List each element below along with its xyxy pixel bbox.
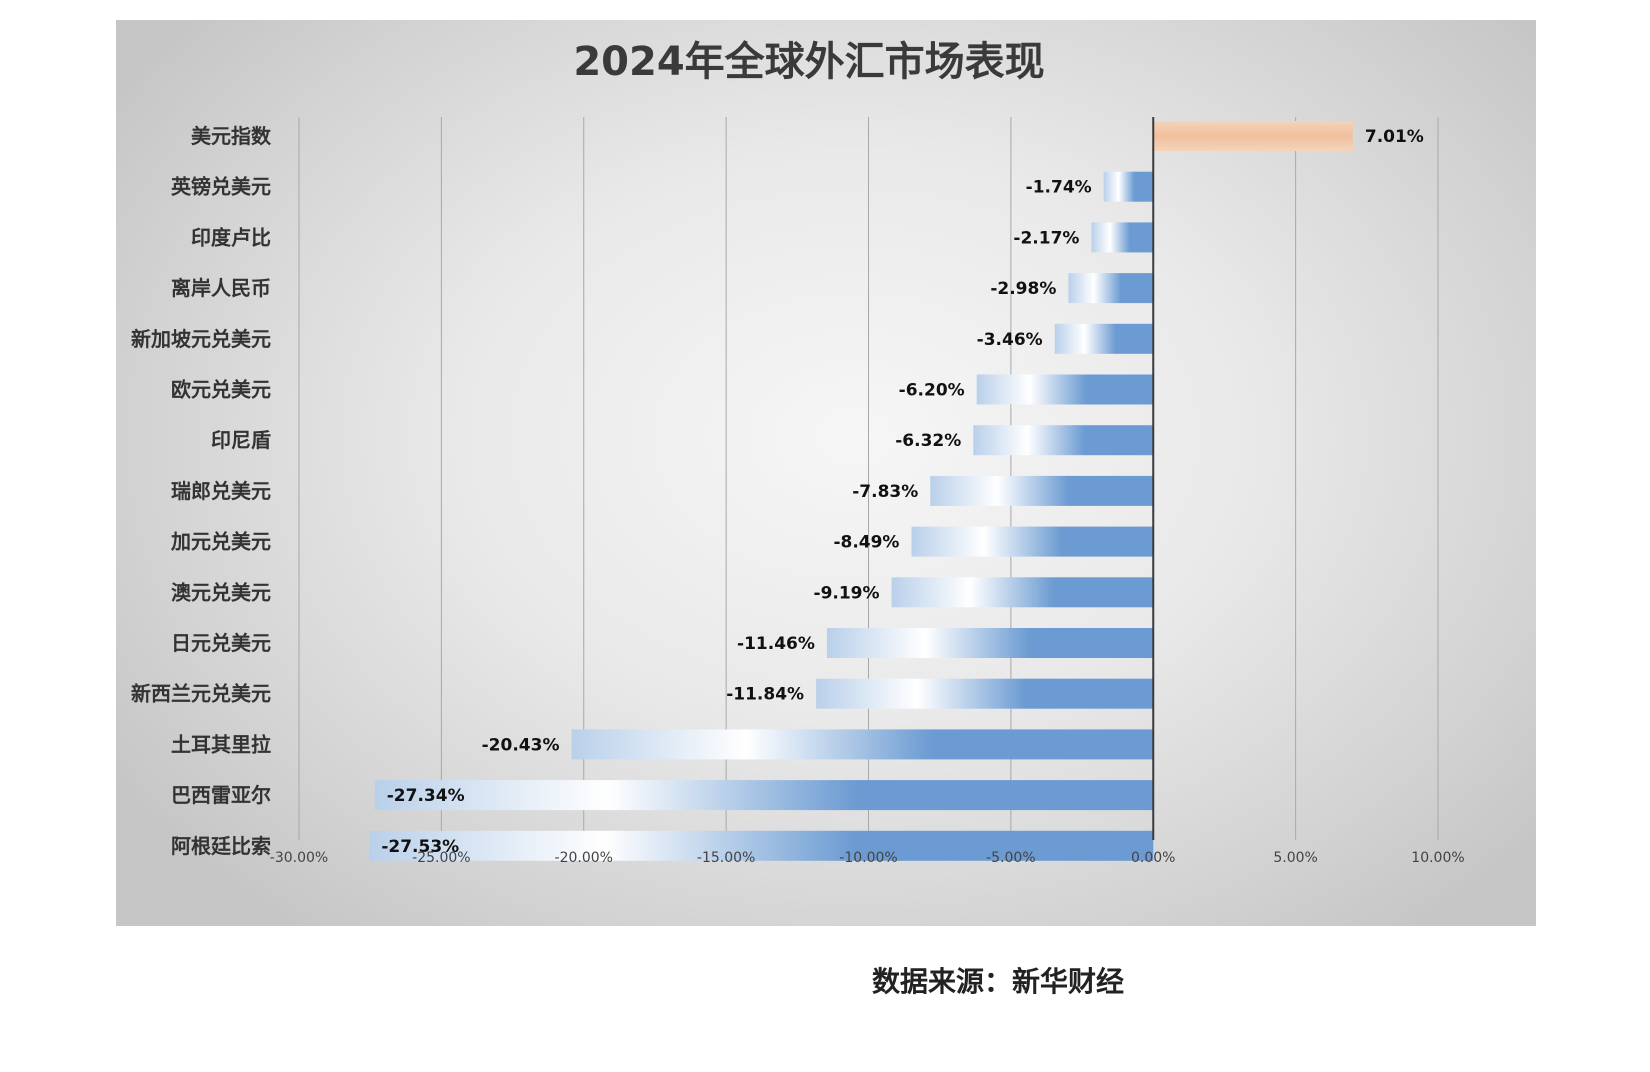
data-label: -11.84% <box>726 685 804 705</box>
category-label: 美元指数 <box>191 124 272 148</box>
x-tick-label: -10.00% <box>839 850 897 866</box>
data-label: -8.49% <box>833 533 899 553</box>
data-label: -27.53% <box>381 837 459 857</box>
category-label: 印尼盾 <box>211 428 271 452</box>
bar-chart: 2024年全球外汇市场表现 美元指数 7.01% 英镑兑美元 -1.74% 印度卢比 -2… <box>131 39 1465 866</box>
category-label: 土耳其里拉 <box>171 732 271 756</box>
category-labels: 美元指数 7.01% 英镑兑美元 -1.74% 印度卢比 -2.17% 离岸人民币 -2.98… <box>131 124 1424 858</box>
x-tick-label: -25.00% <box>412 850 470 866</box>
bar <box>976 374 1154 405</box>
data-label: -20.43% <box>482 735 560 755</box>
bar <box>1153 121 1353 151</box>
category-label: 新加坡元兑美元 <box>131 327 271 351</box>
bar <box>571 729 1154 760</box>
data-label: -1.74% <box>1026 178 1092 198</box>
data-label: -27.34% <box>387 786 465 806</box>
category-label: 日元兑美元 <box>171 631 271 655</box>
bar <box>930 475 1154 506</box>
x-tick-label: -20.00% <box>555 850 613 866</box>
bar <box>1068 273 1154 304</box>
bar <box>973 425 1154 456</box>
category-label: 印度卢比 <box>191 225 271 249</box>
source-note: 数据来源：新华财经 <box>872 965 1125 998</box>
data-label: -6.20% <box>899 381 965 401</box>
category-label: 澳元兑美元 <box>171 580 271 604</box>
category-label: 瑞郎兑美元 <box>171 479 271 503</box>
data-label: -2.98% <box>990 279 1056 299</box>
category-label: 离岸人民币 <box>171 276 271 300</box>
x-tick-label: -30.00% <box>270 850 328 866</box>
bar <box>816 678 1154 709</box>
bar <box>374 780 1154 811</box>
bars <box>369 121 1353 861</box>
data-label: -9.19% <box>814 583 880 603</box>
category-label: 欧元兑美元 <box>171 378 271 402</box>
data-label: -11.46% <box>737 634 815 654</box>
bar <box>891 577 1154 608</box>
data-label: -6.32% <box>895 431 961 451</box>
x-tick-label: -15.00% <box>697 850 755 866</box>
category-label: 阿根廷比索 <box>171 834 271 858</box>
category-label: 新西兰元兑美元 <box>131 682 271 706</box>
x-tick-label: -5.00% <box>986 850 1036 866</box>
category-label: 巴西雷亚尔 <box>171 783 271 807</box>
x-axis-ticks: -30.00% -25.00% -20.00% -15.00% -10.00% -5.00… <box>270 117 1465 866</box>
category-label: 加元兑美元 <box>170 530 271 554</box>
data-label: 7.01% <box>1365 127 1424 147</box>
category-label: 英镑兑美元 <box>171 175 271 199</box>
x-tick-label: 0.00% <box>1131 850 1175 866</box>
bar <box>369 830 1154 861</box>
x-tick-label: 10.00% <box>1411 850 1464 866</box>
data-label: -2.17% <box>1013 228 1079 248</box>
chart-panel: 2024年全球外汇市场表现 美元指数 7.01% 英镑兑美元 -1.74% 印度卢比 -2… <box>116 20 1536 926</box>
bar <box>1103 171 1154 202</box>
bar <box>826 628 1154 658</box>
data-label: -7.83% <box>852 482 918 502</box>
bar <box>1091 222 1154 253</box>
bar <box>1054 323 1154 354</box>
chart-title: 2024年全球外汇市场表现 <box>573 39 1044 85</box>
data-label: -3.46% <box>977 330 1043 350</box>
bar <box>911 526 1154 557</box>
x-tick-label: 5.00% <box>1273 850 1317 866</box>
